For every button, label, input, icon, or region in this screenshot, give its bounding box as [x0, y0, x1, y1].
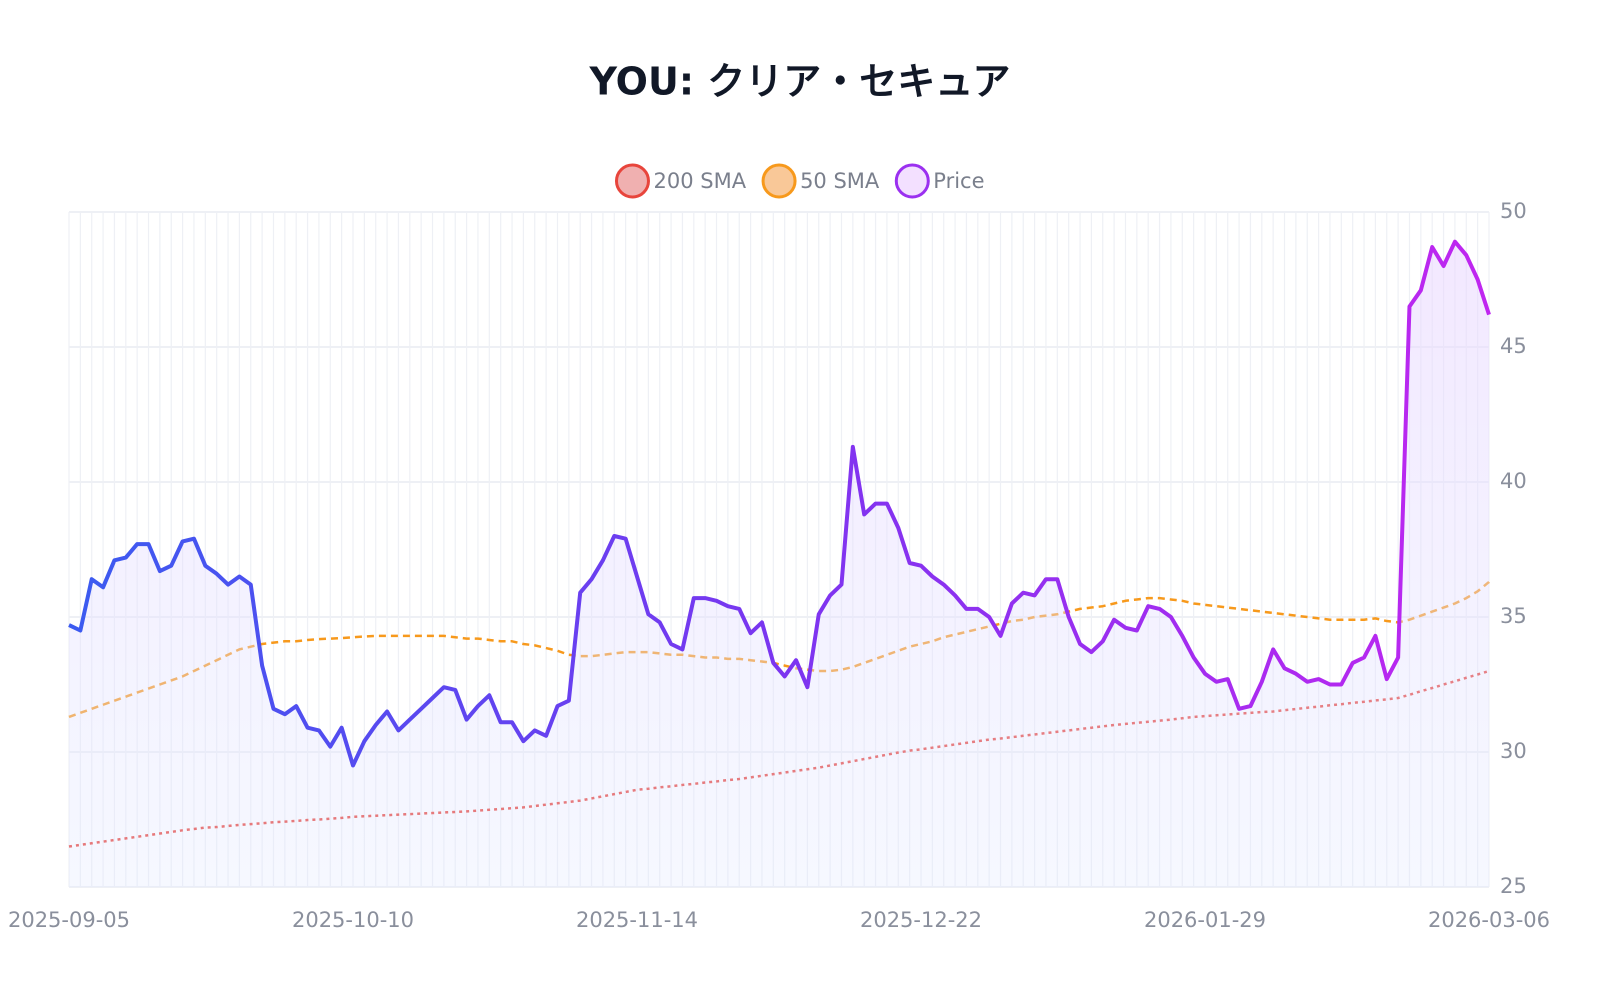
legend: 200 SMA 50 SMA Price	[614, 163, 985, 199]
legend-swatch	[894, 163, 930, 199]
legend-item: 50 SMA	[761, 163, 880, 199]
chart-title: YOU: クリア・セキュア	[589, 60, 1011, 104]
legend-label: Price	[933, 169, 984, 193]
y-tick-label: 50	[1500, 199, 1527, 223]
x-tick-label: 2025-09-05	[8, 908, 130, 932]
series-line	[68, 239, 1491, 768]
y-tick-label: 40	[1500, 469, 1527, 493]
x-tick-label: 2026-01-29	[1144, 908, 1266, 932]
legend-item: Price	[894, 163, 985, 199]
x-tick-label: 2026-03-06	[1428, 908, 1550, 932]
x-tick-label: 2025-10-10	[292, 908, 414, 932]
legend-item: 200 SMA	[614, 163, 747, 199]
legend-swatch	[761, 163, 797, 199]
y-tick-label: 30	[1500, 739, 1527, 763]
legend-swatch	[614, 163, 650, 199]
y-tick-label: 25	[1500, 874, 1527, 898]
legend-label: 50 SMA	[800, 169, 880, 193]
price-area	[69, 241, 1489, 887]
y-tick-label: 45	[1500, 334, 1527, 358]
x-tick-label: 2025-12-22	[860, 908, 982, 932]
x-tick-label: 2025-11-14	[576, 908, 698, 932]
legend-label: 200 SMA	[653, 169, 746, 193]
y-tick-label: 35	[1500, 604, 1527, 628]
